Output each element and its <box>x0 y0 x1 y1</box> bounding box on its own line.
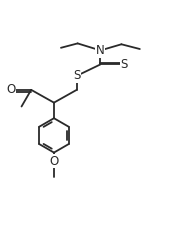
Text: O: O <box>49 155 59 168</box>
Text: S: S <box>73 69 80 82</box>
Text: N: N <box>96 44 105 57</box>
Text: O: O <box>6 83 15 96</box>
Text: S: S <box>120 58 128 71</box>
